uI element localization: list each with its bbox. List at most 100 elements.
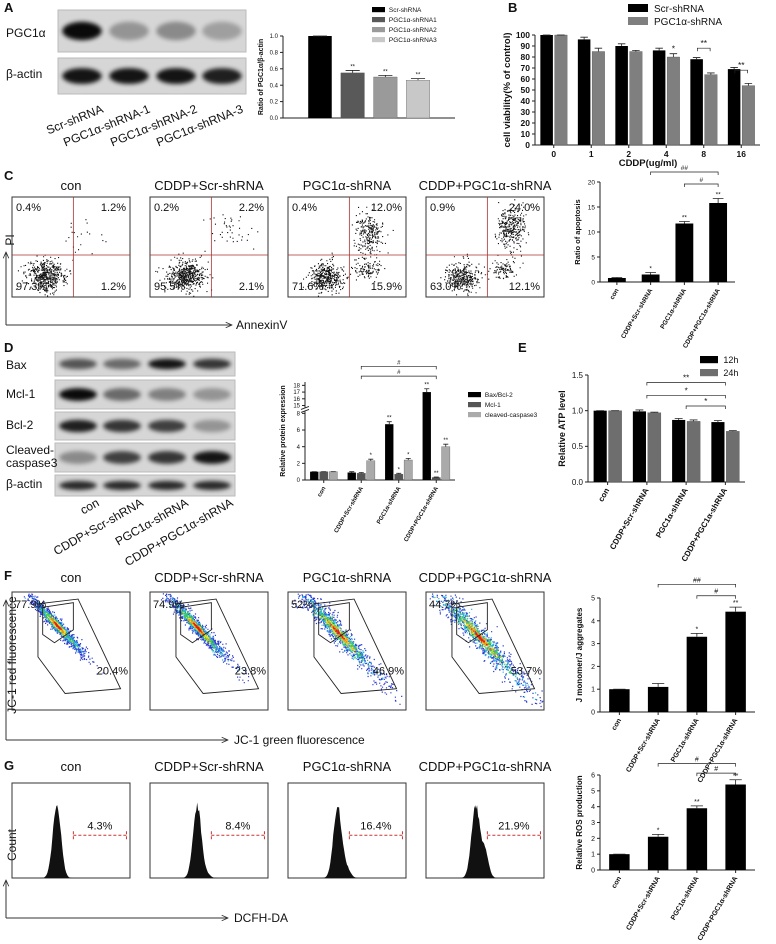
y-tick-label: 5 [591, 595, 595, 602]
error-bar [674, 418, 683, 420]
y-tick-label: 0.0 [270, 116, 279, 122]
gate-marker [72, 831, 127, 840]
histogram [288, 807, 406, 878]
flow-plot-frame [287, 591, 407, 711]
error-bar [378, 74, 393, 77]
y-tick-label: 6 [297, 428, 301, 434]
blot-band [59, 388, 97, 401]
x-tick-label: CDDP+Scr-shRNA [625, 718, 661, 774]
error-bar [692, 57, 701, 60]
flow-title: PGC1α-shRNA [303, 570, 392, 585]
significance-bracket [657, 763, 736, 767]
error-bar [405, 457, 411, 461]
legend-swatch [628, 17, 648, 25]
significance-label: * [704, 397, 707, 406]
y-tick-label: 4 [591, 804, 595, 811]
error-bar [645, 272, 656, 275]
x-tick-label: CDDP+Scr-shRNA [334, 485, 366, 534]
quadrant-percent: 24.0% [509, 202, 540, 214]
x-tick-label: 4 [664, 149, 669, 159]
axis-break [301, 407, 309, 412]
significance-label: ** [434, 471, 439, 477]
gate-marker [210, 831, 265, 840]
y-tick-label: 0.0 [572, 478, 584, 487]
error-bar [424, 388, 430, 393]
panel-letter: D [4, 340, 13, 355]
x-axis-label: CDDP(ug/ml) [619, 158, 678, 169]
y-tick-label: 0.8 [270, 51, 279, 57]
error-bar [669, 53, 678, 57]
significance-bracket [360, 365, 437, 370]
gate-upper [180, 602, 212, 644]
flow-title: con [61, 178, 82, 193]
error-bar [690, 632, 704, 637]
significance-label: ** [700, 38, 707, 48]
blot-band [148, 480, 186, 491]
x-tick-label: 0 [551, 149, 556, 159]
bar [686, 808, 708, 870]
bar [672, 419, 686, 482]
y-tick-label: 3 [591, 641, 595, 648]
gate-lower [313, 598, 398, 694]
bar [577, 39, 591, 145]
error-bar [443, 443, 449, 447]
legend-label: PGC1α-shRNA2 [389, 27, 437, 34]
y-tick-label: 2 [297, 461, 301, 467]
y-tick-label: 2 [591, 836, 595, 843]
blot-band [62, 21, 102, 41]
blot-band [156, 21, 196, 41]
error-bar [345, 70, 360, 73]
y-tick-label: 17 [293, 390, 300, 396]
y-tick-label: 100 [516, 30, 530, 40]
error-bar [728, 430, 737, 432]
bar [340, 72, 365, 119]
significance-label: ** [738, 60, 745, 70]
x-tick-label: 1 [589, 149, 594, 159]
bar [319, 471, 329, 481]
y-tick-label: 5 [591, 254, 595, 261]
x-tick-label: CDDP+PGC1α-shRNA [680, 486, 730, 563]
error-bar [707, 72, 715, 75]
error-bar [386, 421, 392, 425]
x-tick-label: con [596, 486, 611, 503]
quadrant-percent: 0.2% [154, 202, 179, 214]
error-bar [611, 277, 623, 278]
y-tick-label: 50 [521, 85, 531, 95]
flow-y-label: PI [3, 234, 17, 245]
significance-bracket [734, 69, 748, 74]
gate-percent: 44.7% [429, 599, 460, 611]
gate-percent: 52% [291, 599, 313, 611]
error-bar [729, 606, 742, 612]
y-tick-label: 60 [521, 74, 531, 84]
y-tick-label: 15 [588, 204, 596, 211]
legend-label: Scr-shRNA [654, 4, 704, 15]
y-tick-label: 40 [521, 96, 531, 106]
gate-lower [451, 598, 536, 694]
y-tick-label: 18 [293, 383, 300, 389]
error-bar [713, 420, 722, 423]
x-tick-label: CDDP+Scr-shRNA [620, 287, 654, 340]
significance-label: # [695, 757, 699, 764]
panel-letter: B [508, 0, 517, 15]
x-tick-label: CDDP+PGC1α-shRNA [404, 485, 441, 543]
bar [554, 34, 568, 146]
blot-band [202, 21, 242, 41]
panel-letter: A [4, 0, 14, 15]
blot-protein-label: β-actin [6, 477, 43, 491]
blot-band [62, 68, 102, 84]
significance-label: ** [416, 73, 421, 79]
quadrant-percent: 0.4% [292, 202, 317, 214]
flow-events [302, 204, 394, 297]
x-tick-label: PGC1α-shRNA [654, 486, 690, 539]
y-tick-label: 0 [525, 140, 530, 150]
axis-break [300, 405, 310, 413]
blot-band [103, 451, 141, 464]
bar [347, 472, 356, 480]
y-tick-label: 4 [297, 445, 301, 451]
quadrant-percent: 95.5% [154, 281, 185, 293]
bar [726, 431, 740, 483]
y-tick-label: 0.6 [270, 67, 279, 73]
bar [632, 411, 646, 482]
legend-swatch [372, 17, 385, 23]
bar [690, 59, 703, 146]
